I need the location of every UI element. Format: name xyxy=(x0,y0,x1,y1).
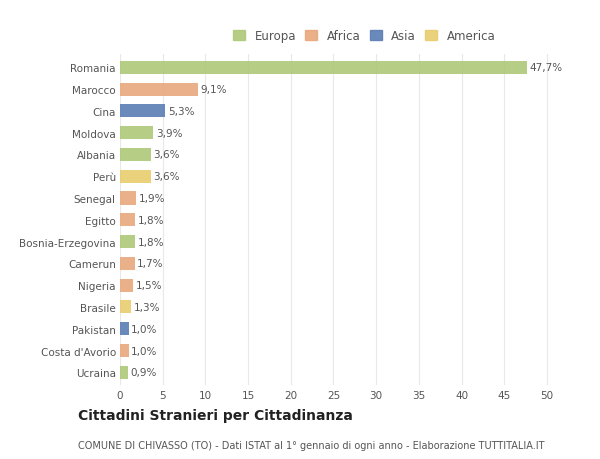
Text: 0,9%: 0,9% xyxy=(130,368,157,377)
Text: 1,0%: 1,0% xyxy=(131,346,157,356)
Text: 1,7%: 1,7% xyxy=(137,259,164,269)
Bar xyxy=(120,105,165,118)
Bar xyxy=(120,279,133,292)
Text: 1,0%: 1,0% xyxy=(131,324,157,334)
Text: 3,6%: 3,6% xyxy=(154,172,180,182)
Bar xyxy=(120,192,136,205)
Bar xyxy=(120,149,151,162)
Text: 3,9%: 3,9% xyxy=(156,129,182,138)
Bar xyxy=(120,235,136,249)
Text: 1,3%: 1,3% xyxy=(134,302,160,312)
Bar xyxy=(120,301,131,314)
Bar xyxy=(120,127,154,140)
Text: 1,5%: 1,5% xyxy=(136,280,162,291)
Text: 1,8%: 1,8% xyxy=(138,215,164,225)
Bar xyxy=(120,344,128,357)
Text: 9,1%: 9,1% xyxy=(200,85,227,95)
Legend: Europa, Africa, Asia, America: Europa, Africa, Asia, America xyxy=(231,28,497,45)
Bar xyxy=(120,62,527,75)
Text: 3,6%: 3,6% xyxy=(154,150,180,160)
Text: Cittadini Stranieri per Cittadinanza: Cittadini Stranieri per Cittadinanza xyxy=(78,409,353,422)
Text: COMUNE DI CHIVASSO (TO) - Dati ISTAT al 1° gennaio di ogni anno - Elaborazione T: COMUNE DI CHIVASSO (TO) - Dati ISTAT al … xyxy=(78,440,545,450)
Text: 1,8%: 1,8% xyxy=(138,237,164,247)
Text: 1,9%: 1,9% xyxy=(139,194,165,204)
Text: 5,3%: 5,3% xyxy=(168,106,194,117)
Text: 47,7%: 47,7% xyxy=(530,63,563,73)
Bar xyxy=(120,170,151,183)
Bar xyxy=(120,84,198,96)
Bar xyxy=(120,257,134,270)
Bar xyxy=(120,214,136,227)
Bar xyxy=(120,323,128,336)
Bar xyxy=(120,366,128,379)
